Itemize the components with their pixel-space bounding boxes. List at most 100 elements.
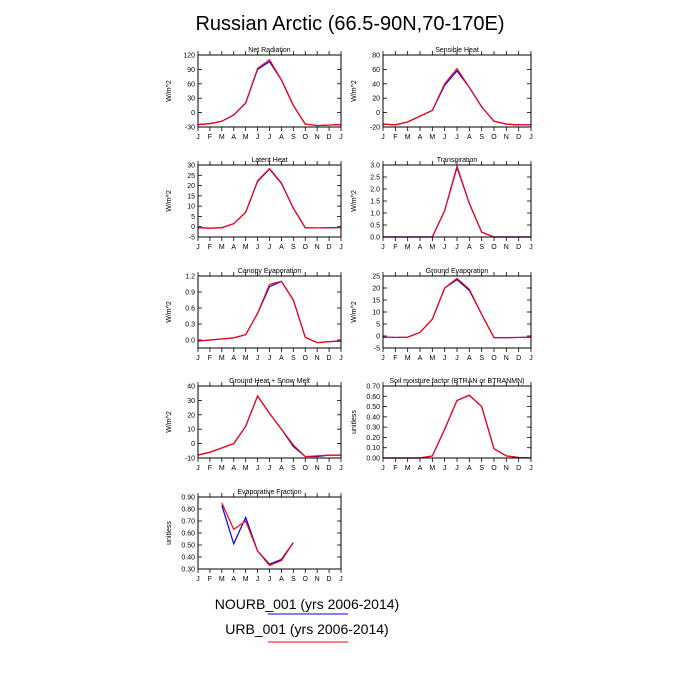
chart-panel: Evaporative Fraction unitless 0.30 0.40 0.50…	[166, 489, 343, 583]
x-tick-label: D	[327, 134, 332, 141]
y-axis-label: W/m^2	[351, 301, 358, 323]
panel-title: Evaporative Fraction	[237, 489, 301, 496]
x-tick-label: D	[516, 134, 521, 141]
x-tick-label: A	[279, 244, 284, 251]
y-tick-label: 30	[187, 163, 195, 170]
x-tick-label: A	[418, 134, 423, 141]
x-tick-label: N	[504, 134, 509, 141]
x-tick-label: D	[516, 244, 521, 251]
x-tick-label: A	[418, 244, 423, 251]
x-tick-label: J	[196, 576, 200, 583]
x-tick-label: S	[479, 465, 484, 472]
x-tick-label: O	[491, 465, 497, 472]
x-tick-label: M	[429, 134, 435, 141]
x-tick-label: J	[339, 465, 343, 472]
x-tick-label: M	[219, 465, 225, 472]
y-tick-label: 2.0	[370, 187, 380, 194]
x-tick-label: F	[208, 576, 212, 583]
x-tick-label: O	[303, 244, 309, 251]
x-tick-label: S	[291, 576, 296, 583]
y-tick-label: 1.5	[370, 199, 380, 206]
x-tick-label: D	[327, 465, 332, 472]
series-line	[383, 394, 532, 459]
y-tick-label: 0.30	[181, 567, 195, 574]
x-tick-label: J	[529, 244, 533, 251]
x-tick-label: N	[315, 134, 320, 141]
y-tick-label: 0.9	[185, 290, 195, 297]
x-tick-label: A	[467, 244, 472, 251]
y-tick-label: 40	[372, 81, 380, 88]
x-tick-label: D	[327, 244, 332, 251]
y-tick-label: 3.0	[370, 163, 380, 170]
x-tick-label: A	[279, 465, 284, 472]
x-tick-label: M	[405, 134, 411, 141]
chart-panel: Canopy Evaporation W/m^2 0.0 0.3 0.6 0.9 1.2 J F…	[166, 268, 343, 362]
y-tick-label: -10	[185, 456, 195, 463]
y-tick-label: 0.10	[366, 445, 380, 452]
x-tick-label: A	[467, 134, 472, 141]
series-line	[197, 280, 342, 344]
plot-frame	[197, 385, 342, 459]
y-tick-label: 30	[187, 96, 195, 103]
y-axis-label: W/m^2	[166, 411, 173, 433]
y-tick-label: 0.50	[181, 543, 195, 550]
x-tick-label: J	[268, 134, 272, 141]
y-tick-label: -30	[185, 125, 195, 132]
y-tick-label: 0.20	[366, 435, 380, 442]
x-tick-label: M	[219, 576, 225, 583]
legend-label-urb: URB_001 (yrs 2006-2014)	[225, 621, 388, 637]
y-axis-label: unitless	[166, 521, 173, 545]
x-tick-label: J	[529, 465, 533, 472]
x-tick-label: M	[243, 244, 249, 251]
x-tick-label: S	[291, 134, 296, 141]
x-tick-label: J	[256, 465, 260, 472]
panel-title: Latent Heat	[251, 157, 287, 164]
y-tick-label: 120	[183, 53, 195, 60]
y-tick-label: 15	[187, 193, 195, 200]
series-line	[197, 394, 341, 458]
x-tick-label: J	[381, 134, 385, 141]
x-tick-label: O	[491, 244, 497, 251]
x-tick-label: F	[208, 134, 212, 141]
y-tick-label: 0	[191, 441, 195, 448]
y-tick-label: 0	[376, 334, 380, 341]
y-tick-label: 20	[187, 183, 195, 190]
x-tick-label: J	[268, 355, 272, 362]
x-tick-label: J	[529, 355, 533, 362]
x-tick-label: F	[208, 355, 212, 362]
x-tick-label: J	[196, 134, 200, 141]
x-tick-label: F	[208, 244, 212, 251]
y-tick-label: 0.80	[181, 507, 195, 514]
x-tick-label: N	[504, 244, 509, 251]
chart-panel: Ground Heat + Snow Melt W/m^2 -10 0 10 20 30 40…	[166, 378, 343, 472]
y-tick-label: 0.0	[370, 235, 380, 242]
x-tick-label: J	[339, 355, 343, 362]
x-tick-label: J	[443, 465, 447, 472]
x-tick-label: F	[393, 465, 397, 472]
plot-frame	[197, 54, 342, 128]
x-tick-label: M	[243, 576, 249, 583]
y-tick-label: 20	[187, 412, 195, 419]
y-axis-label: W/m^2	[166, 301, 173, 323]
figure-title: Russian Arctic (66.5-90N,70-170E)	[195, 13, 504, 35]
y-tick-label: 80	[372, 53, 380, 60]
x-tick-label: J	[455, 465, 459, 472]
series-line	[383, 394, 532, 459]
legend: NOURB_001 (yrs 2006-2014) URB_001 (yrs 2…	[215, 596, 399, 643]
y-axis-label: W/m^2	[351, 80, 358, 102]
panel-title: Canopy Evaporation	[238, 268, 302, 275]
series-line	[221, 502, 294, 567]
x-tick-label: J	[268, 244, 272, 251]
y-tick-label: 0.3	[185, 322, 195, 329]
y-axis-label: W/m^2	[166, 80, 173, 102]
y-tick-label: 25	[372, 274, 380, 281]
plot-frame	[197, 164, 342, 238]
x-tick-label: D	[516, 465, 521, 472]
y-tick-label: 15	[372, 298, 380, 305]
x-tick-label: A	[467, 355, 472, 362]
y-tick-label: 25	[187, 173, 195, 180]
